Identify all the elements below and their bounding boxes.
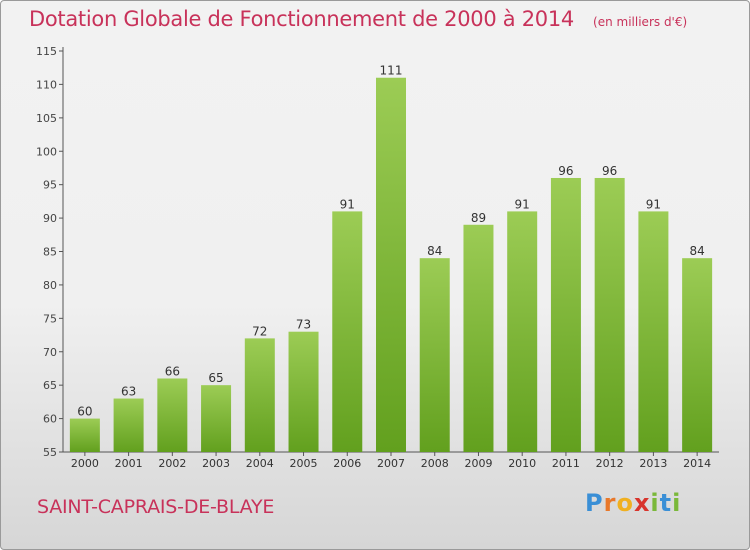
- title-block: Dotation Globale de Fonctionnement de 20…: [29, 7, 687, 31]
- logo-letter: r: [603, 489, 617, 517]
- bar-value-label: 66: [165, 364, 180, 378]
- bar: [419, 258, 450, 452]
- y-tick-label: 110: [36, 78, 57, 91]
- y-tick-label: 85: [43, 246, 57, 259]
- y-tick-label: 70: [43, 346, 57, 359]
- x-tick-label: 2006: [333, 457, 361, 470]
- bar-value-label: 72: [252, 324, 267, 338]
- y-tick-label: 60: [43, 413, 57, 426]
- y-tick-label: 100: [36, 145, 57, 158]
- y-tick-label: 95: [43, 179, 57, 192]
- y-tick-label: 115: [36, 45, 57, 58]
- x-tick-label: 2002: [158, 457, 186, 470]
- commune-name: SAINT-CAPRAIS-DE-BLAYE: [37, 496, 275, 518]
- logo-letter: t: [659, 489, 673, 517]
- logo-letter: P: [585, 489, 604, 517]
- bar: [201, 385, 232, 452]
- bar: [69, 418, 100, 452]
- bar: [550, 177, 581, 452]
- y-tick-label: 55: [43, 446, 57, 459]
- bar-value-label: 96: [558, 164, 573, 178]
- x-tick-label: 2004: [246, 457, 274, 470]
- bar: [288, 331, 319, 452]
- logo-letter: o: [616, 489, 634, 517]
- bar-value-label: 91: [515, 197, 530, 211]
- bar-value-label: 91: [646, 197, 661, 211]
- bar-value-label: 73: [296, 318, 311, 332]
- y-tick-label: 80: [43, 279, 57, 292]
- bar-value-label: 111: [380, 64, 403, 78]
- y-tick-label: 75: [43, 312, 57, 325]
- x-tick-label: 2013: [639, 457, 667, 470]
- y-tick-label: 90: [43, 212, 57, 225]
- bar: [594, 177, 625, 452]
- bar: [332, 211, 363, 452]
- unit-label: (en milliers d'€): [593, 15, 688, 29]
- axes: 55 60 65 70 75 80 85 90 95 100 105 110 115 2000 2001 20…: [36, 45, 719, 470]
- x-tick-label: 2014: [683, 457, 711, 470]
- bar-value-label: 84: [689, 244, 704, 258]
- y-tick-label: 105: [36, 112, 57, 125]
- bar-value-label: 63: [121, 385, 136, 399]
- bar-value-label: 84: [427, 244, 442, 258]
- bar-value-label: 96: [602, 164, 617, 178]
- bar: [507, 211, 538, 452]
- bar: [638, 211, 669, 452]
- logo-letter: i: [650, 489, 660, 517]
- x-tick-label: 2003: [202, 457, 230, 470]
- x-tick-label: 2005: [290, 457, 318, 470]
- bar: [113, 398, 144, 452]
- x-tick-label: 2000: [71, 457, 99, 470]
- x-tick-label: 2012: [596, 457, 624, 470]
- x-tick-label: 2010: [508, 457, 536, 470]
- bars-group: [69, 77, 713, 452]
- x-tick-label: 2001: [115, 457, 143, 470]
- logo-letter: x: [633, 489, 651, 517]
- bar-value-label: 65: [208, 371, 223, 385]
- bar: [463, 224, 494, 452]
- chart-title: Dotation Globale de Fonctionnement de 20…: [29, 7, 574, 31]
- proxiti-logo: Proxiti: [585, 489, 681, 517]
- bar: [682, 258, 713, 452]
- x-tick-label: 2007: [377, 457, 405, 470]
- bar: [376, 77, 406, 452]
- bar-value-label: 60: [77, 405, 92, 419]
- x-tick-label: 2011: [552, 457, 580, 470]
- bar: [244, 338, 275, 452]
- x-tick-label: 2008: [421, 457, 449, 470]
- x-tick-label: 2009: [464, 457, 492, 470]
- logo-letter: i: [672, 489, 682, 517]
- value-labels-group: 60 63 66 65 72 73 91 111 84 89 91 96 96 91 84: [77, 64, 705, 419]
- y-tick-label: 65: [43, 379, 57, 392]
- bar: [157, 378, 188, 452]
- bar-value-label: 91: [340, 197, 355, 211]
- bar-value-label: 89: [471, 211, 486, 225]
